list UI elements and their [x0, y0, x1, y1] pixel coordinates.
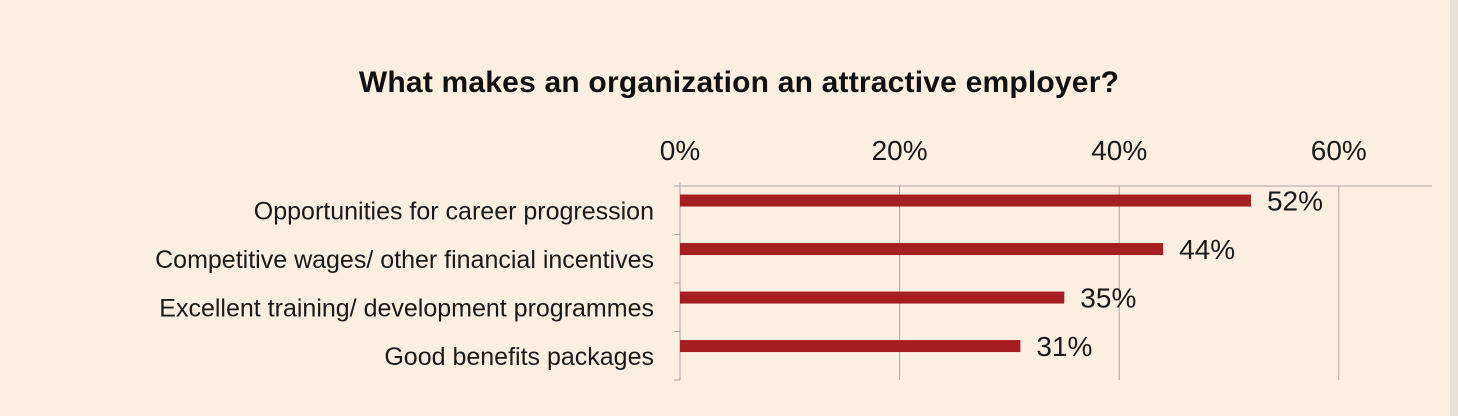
data-label: 44% — [1179, 234, 1235, 265]
category-label: Good benefits packages — [384, 343, 654, 371]
category-label: Competitive wages/ other financial incen… — [155, 246, 654, 274]
x-tick-label: 20% — [872, 135, 928, 166]
x-tick-label: 0% — [660, 135, 700, 166]
bar — [680, 194, 1251, 207]
x-tick-label: 40% — [1091, 135, 1147, 166]
data-label: 31% — [1036, 331, 1092, 362]
data-label: 35% — [1080, 283, 1136, 314]
bar — [680, 340, 1021, 353]
bar — [680, 291, 1065, 304]
category-label: Excellent training/ development programm… — [159, 295, 654, 323]
data-label: 52% — [1267, 186, 1323, 217]
bar — [680, 243, 1164, 256]
chart-title: What makes an organization an attractive… — [358, 66, 1120, 99]
category-label: Opportunities for career progression — [254, 198, 654, 226]
frame-edge — [1450, 0, 1458, 416]
x-tick-label: 60% — [1311, 135, 1367, 166]
